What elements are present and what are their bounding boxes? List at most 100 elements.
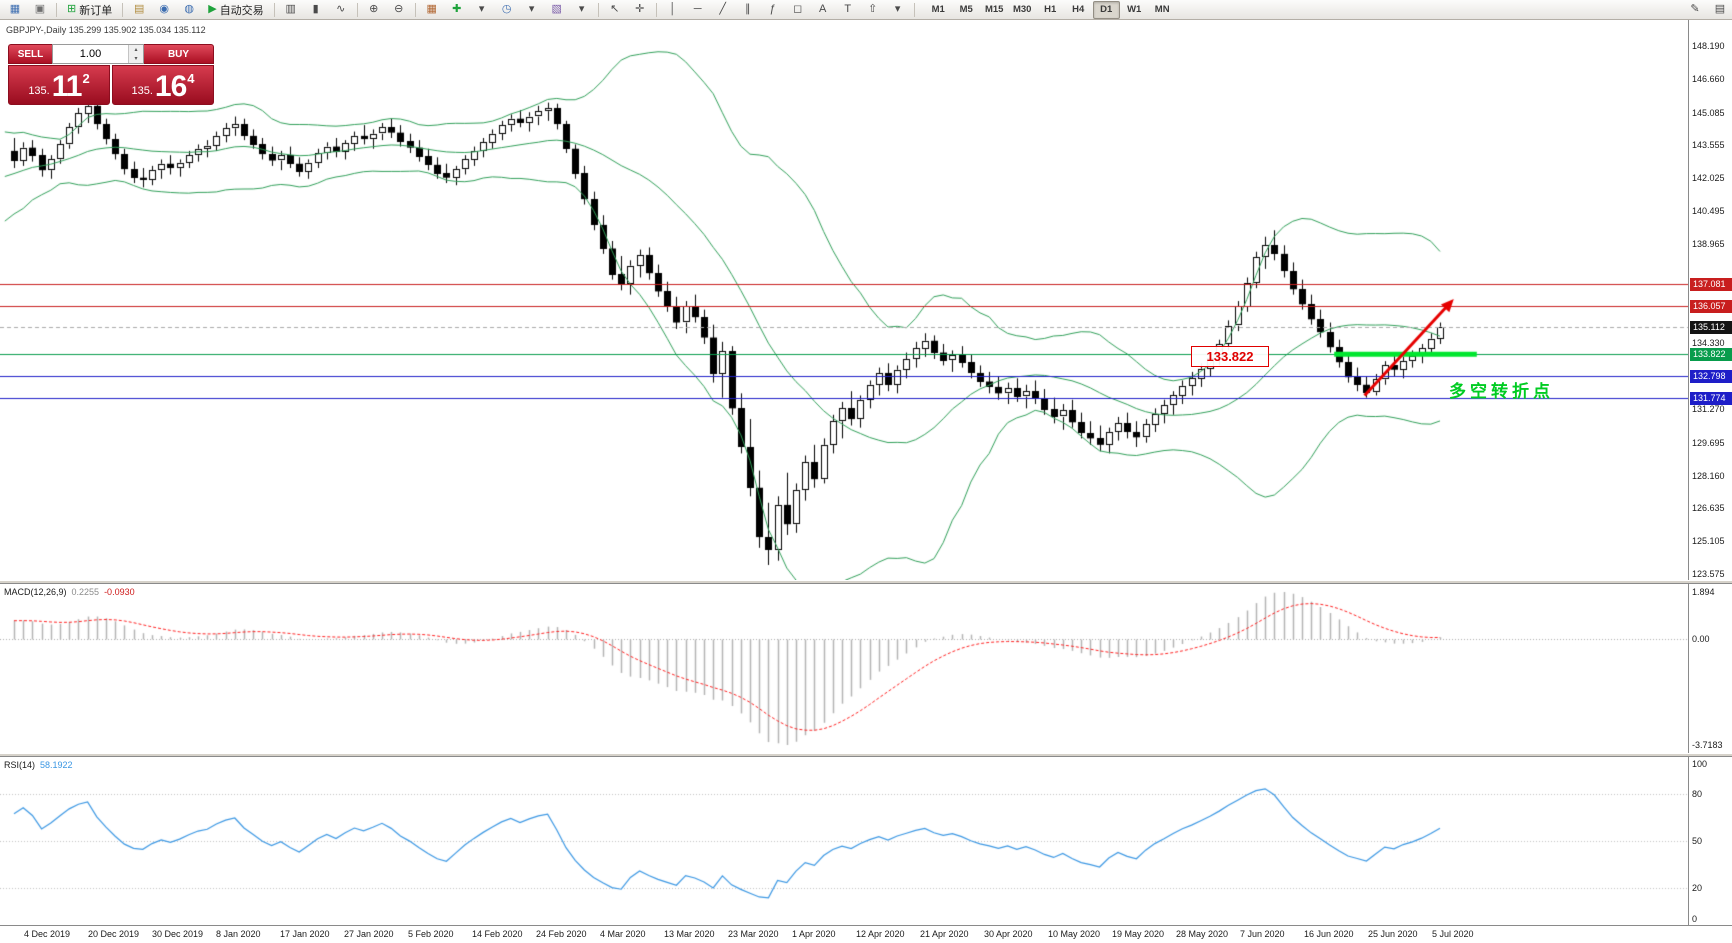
buy-button[interactable]: BUY — [144, 44, 214, 64]
horizontal-line-button[interactable]: ─ — [686, 1, 710, 19]
fibonacci-button[interactable]: ƒ — [761, 1, 785, 19]
price-axis-tick: 125.105 — [1692, 536, 1725, 547]
volume-input[interactable] — [53, 45, 128, 63]
panel-splitter[interactable] — [0, 753, 1732, 757]
timeframe-h1-button[interactable]: H1 — [1044, 4, 1057, 15]
text-button[interactable]: A — [811, 1, 835, 19]
timeframe-h4-button[interactable]: H4 — [1072, 4, 1085, 15]
new-order-icon: ⊞ — [67, 3, 77, 15]
price-axis-tag: 136.057 — [1690, 300, 1732, 314]
bar-chart-type-button[interactable]: ▥ — [279, 1, 303, 19]
price-axis[interactable]: 148.190 146.660 145.085 143.555 142.025 140.4… — [1688, 20, 1732, 925]
chart-window-icon: ▤ — [134, 3, 145, 15]
panel-splitter[interactable] — [0, 580, 1732, 584]
crosshair-button[interactable]: ✛ — [628, 1, 652, 19]
time-axis-label: 8 Jan 2020 — [216, 929, 261, 939]
chart-symbol-ohlc-label: GBPJPY-,Daily 135.299 135.902 135.034 13… — [6, 25, 206, 35]
sell-button[interactable]: SELL — [8, 44, 52, 64]
timeframe-d1-button[interactable]: D1 — [1092, 0, 1120, 19]
toolbar-separator — [597, 2, 599, 17]
turning-point-annotation[interactable]: 多空转折点 — [1449, 382, 1554, 401]
history-center-button[interactable]: ◍ — [177, 1, 201, 19]
text-label-button[interactable]: T — [836, 1, 860, 19]
arrows-icon: ▾ — [894, 3, 901, 15]
line-chart-type-icon: ∿ — [336, 3, 346, 15]
time-axis-label: 14 Feb 2020 — [472, 929, 523, 939]
timeframe-m15-button[interactable]: M15 — [984, 4, 1004, 15]
chart-window-button[interactable]: ▤ — [127, 1, 151, 19]
indicators-dropdown[interactable]: ▾ — [470, 1, 494, 19]
price-axis-tick: 145.085 — [1692, 107, 1725, 118]
toolbar-separator — [122, 2, 124, 17]
timeframe-m30-button[interactable]: M30 — [1012, 4, 1032, 15]
cursor-icon: ↖ — [610, 3, 620, 15]
templates-icon: ▾ — [578, 3, 585, 15]
time-axis-label: 27 Jan 2020 — [344, 929, 394, 939]
zoom-in-icon: ⊕ — [369, 3, 379, 15]
line-chart-type-button[interactable]: ∿ — [329, 1, 353, 19]
quick-edit-button[interactable]: ✎ — [1683, 1, 1707, 19]
timeframe-m5-button[interactable]: M5 — [959, 4, 973, 15]
volume-increase-button[interactable]: ▴ — [129, 45, 143, 54]
time-axis[interactable]: 4 Dec 2019 20 Dec 2019 30 Dec 2019 8 Jan 20… — [0, 925, 1732, 943]
periods-button[interactable]: ◷ — [495, 1, 519, 19]
autotrading-button[interactable]: ▶ 自动交易 — [202, 1, 269, 19]
zoom-in-button[interactable]: ⊕ — [362, 1, 386, 19]
timeframe-w1-button[interactable]: W1 — [1127, 4, 1142, 15]
zoom-out-button[interactable]: ⊖ — [387, 1, 411, 19]
main-chart-canvas[interactable] — [0, 20, 1688, 580]
history-center-icon: ◍ — [184, 3, 195, 15]
text-icon: A — [819, 3, 827, 15]
arrows-button[interactable]: ⇧ — [861, 1, 885, 19]
time-axis-label: 10 May 2020 — [1048, 929, 1101, 939]
channel-button[interactable]: ∥ — [736, 1, 760, 19]
templates-icon: ▧ — [551, 3, 562, 15]
periods-dropdown[interactable]: ▾ — [520, 1, 544, 19]
arrows-icon: ⇧ — [868, 3, 878, 15]
timeframe-mn-button[interactable]: MN — [1154, 4, 1170, 15]
text-label-icon: T — [844, 3, 852, 15]
tile-windows-button[interactable]: ▦ — [420, 1, 444, 19]
time-axis-label: 1 Apr 2020 — [792, 929, 836, 939]
price-axis-tick: 126.635 — [1692, 503, 1725, 514]
indicators-button[interactable]: ✚ — [445, 1, 469, 19]
price-axis-tick: 134.330 — [1692, 338, 1725, 349]
candlestick-type-icon: ▮ — [312, 3, 319, 15]
crosshair-icon: ✛ — [635, 3, 645, 15]
price-axis-tick: 123.575 — [1692, 569, 1725, 580]
rsi-panel-canvas[interactable] — [0, 757, 1688, 925]
buy-price-button[interactable]: 135. 16 4 — [112, 65, 214, 105]
new-order-button[interactable]: ⊞ 新订单 — [61, 1, 118, 19]
support-price-label[interactable]: 133.822 — [1191, 346, 1269, 367]
fibonacci-icon: ƒ — [769, 3, 776, 15]
cursor-button[interactable]: ↖ — [603, 1, 627, 19]
price-axis-tag: 131.774 — [1690, 392, 1732, 406]
toolbar-separator — [655, 2, 657, 17]
chart-profiles-button[interactable]: ▣ — [28, 1, 52, 19]
rsi-name: RSI(14) — [4, 760, 36, 770]
time-axis-label: 5 Jul 2020 — [1432, 929, 1474, 939]
trendline-button[interactable]: ╱ — [711, 1, 735, 19]
arrows-dropdown[interactable]: ▾ — [886, 1, 910, 19]
bar-chart-type-icon: ▥ — [285, 3, 296, 15]
volume-decrease-button[interactable]: ▾ — [129, 54, 143, 63]
buy-price-main: 16 — [154, 70, 187, 103]
macd-panel-canvas[interactable] — [0, 584, 1688, 753]
templates-dropdown[interactable]: ▾ — [570, 1, 594, 19]
timeframe-m1-button[interactable]: M1 — [931, 4, 945, 15]
time-axis-label: 24 Feb 2020 — [536, 929, 587, 939]
templates-button[interactable]: ▧ — [545, 1, 569, 19]
sell-price-main: 11 — [51, 70, 83, 103]
new-chart-button[interactable]: ▦ — [3, 1, 27, 19]
workspace-button[interactable]: ▤ — [1708, 1, 1732, 19]
time-axis-label: 20 Dec 2019 — [88, 929, 140, 939]
one-click-trading-panel: SELL ▴ ▾ BUY 135. 11 2 135. — [8, 44, 214, 105]
sell-price-button[interactable]: 135. 11 2 — [8, 65, 110, 105]
shapes-button[interactable]: ◻ — [786, 1, 810, 19]
periods-icon: ▾ — [528, 3, 535, 15]
depth-of-market-button[interactable]: ◉ — [152, 1, 176, 19]
price-axis-tag: 135.112 — [1690, 320, 1732, 334]
candlestick-type-button[interactable]: ▮ — [304, 1, 328, 19]
vertical-line-button[interactable]: │ — [661, 1, 685, 19]
rsi-axis-label: 50 — [1692, 836, 1703, 846]
